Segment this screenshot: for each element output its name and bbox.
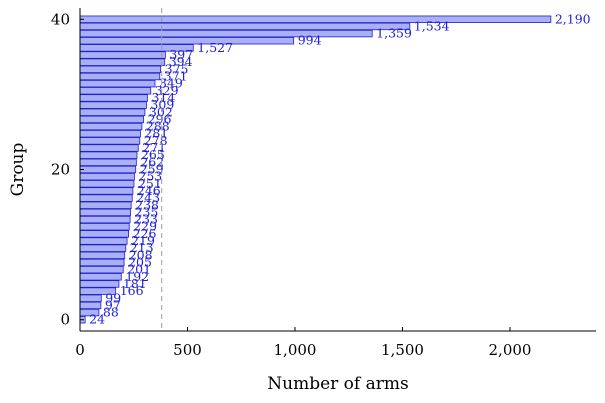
data-label: 238	[135, 197, 159, 212]
data-label: 24	[89, 312, 105, 327]
bar	[79, 65, 162, 74]
data-label: 375	[165, 61, 189, 76]
data-label: 259	[140, 162, 164, 177]
data-label: 192	[125, 269, 149, 284]
bar	[79, 94, 148, 102]
bar	[79, 265, 124, 274]
data-label: 1,359	[376, 26, 412, 41]
y-tick-label: 0	[60, 311, 70, 329]
bars-layer	[79, 15, 552, 324]
y-ticks: 0 20 40	[51, 10, 84, 329]
data-label: 1,527	[197, 40, 233, 55]
data-label: 166	[120, 283, 144, 298]
bar	[79, 22, 411, 31]
data-label: 205	[128, 255, 152, 270]
bar	[79, 115, 145, 124]
x-ticks: 0 500 1,000 1,500 2,000	[75, 327, 531, 359]
data-label: 243	[136, 190, 160, 205]
bar	[79, 208, 131, 217]
data-label: 265	[141, 147, 165, 162]
bar	[79, 37, 295, 45]
bar	[79, 15, 552, 23]
bar	[79, 273, 122, 281]
bar	[79, 215, 131, 224]
data-label: 314	[152, 90, 176, 105]
bar	[79, 187, 134, 195]
data-label: 271	[142, 140, 166, 155]
data-label: 309	[150, 97, 174, 112]
data-label: 1,534	[414, 18, 450, 33]
data-label: 251	[138, 176, 162, 191]
data-label: 302	[149, 104, 173, 119]
x-tick-label: 1,000	[274, 341, 317, 359]
bar	[79, 108, 146, 116]
bar	[79, 87, 152, 95]
data-label: 2,190	[555, 11, 591, 26]
bar	[79, 144, 139, 152]
bar	[79, 101, 147, 109]
bar	[79, 301, 102, 310]
data-label: 213	[130, 240, 154, 255]
data-label: 97	[105, 297, 121, 312]
data-label: 181	[123, 276, 147, 291]
data-label: 208	[129, 247, 153, 262]
x-tick-label: 1,500	[381, 341, 424, 359]
data-label: 253	[138, 169, 162, 184]
data-label: 994	[298, 33, 322, 48]
bar	[79, 158, 137, 167]
y-tick-label: 40	[51, 10, 70, 28]
bar	[79, 29, 373, 38]
bar	[79, 294, 102, 302]
bar	[79, 194, 133, 202]
data-label: 394	[169, 54, 193, 69]
x-tick-label: 0	[75, 341, 85, 359]
data-label: 371	[164, 68, 188, 83]
data-label: 246	[137, 183, 161, 198]
bar	[79, 130, 141, 138]
x-tick-label: 2,000	[489, 341, 532, 359]
data-label: 349	[159, 76, 183, 91]
data-label: 88	[103, 305, 119, 320]
data-label: 329	[155, 83, 179, 98]
bar	[79, 79, 156, 88]
x-tick-label: 500	[173, 341, 202, 359]
data-label: 235	[135, 204, 159, 219]
data-labels-layer: 2488979916618119220120520821321922622923…	[89, 11, 591, 326]
data-label: 226	[133, 226, 157, 241]
data-label: 201	[127, 262, 151, 277]
data-label: 296	[148, 111, 172, 126]
bar	[79, 165, 137, 174]
data-label: 99	[105, 290, 121, 305]
data-label: 262	[140, 154, 164, 169]
bar	[79, 180, 135, 188]
data-label: 229	[133, 219, 157, 234]
bar	[79, 251, 126, 260]
x-axis-title: Number of arms	[267, 374, 408, 394]
bar	[79, 72, 161, 81]
y-axis-title: Group	[8, 143, 28, 197]
y-tick-label: 20	[51, 161, 70, 179]
bar	[79, 137, 141, 145]
bar	[79, 172, 135, 181]
bar	[79, 223, 130, 231]
data-label: 219	[131, 233, 155, 248]
bar	[79, 244, 127, 252]
bar	[79, 58, 166, 66]
bar	[79, 258, 125, 267]
bar	[79, 230, 129, 238]
data-label: 288	[146, 119, 170, 134]
bar	[79, 237, 128, 245]
bar	[79, 201, 132, 209]
bar	[79, 151, 138, 159]
data-label: 397	[169, 47, 193, 62]
bar	[79, 122, 143, 131]
bar	[79, 51, 166, 59]
bar	[79, 280, 120, 288]
data-label: 233	[134, 212, 158, 227]
data-label: 281	[144, 126, 168, 141]
